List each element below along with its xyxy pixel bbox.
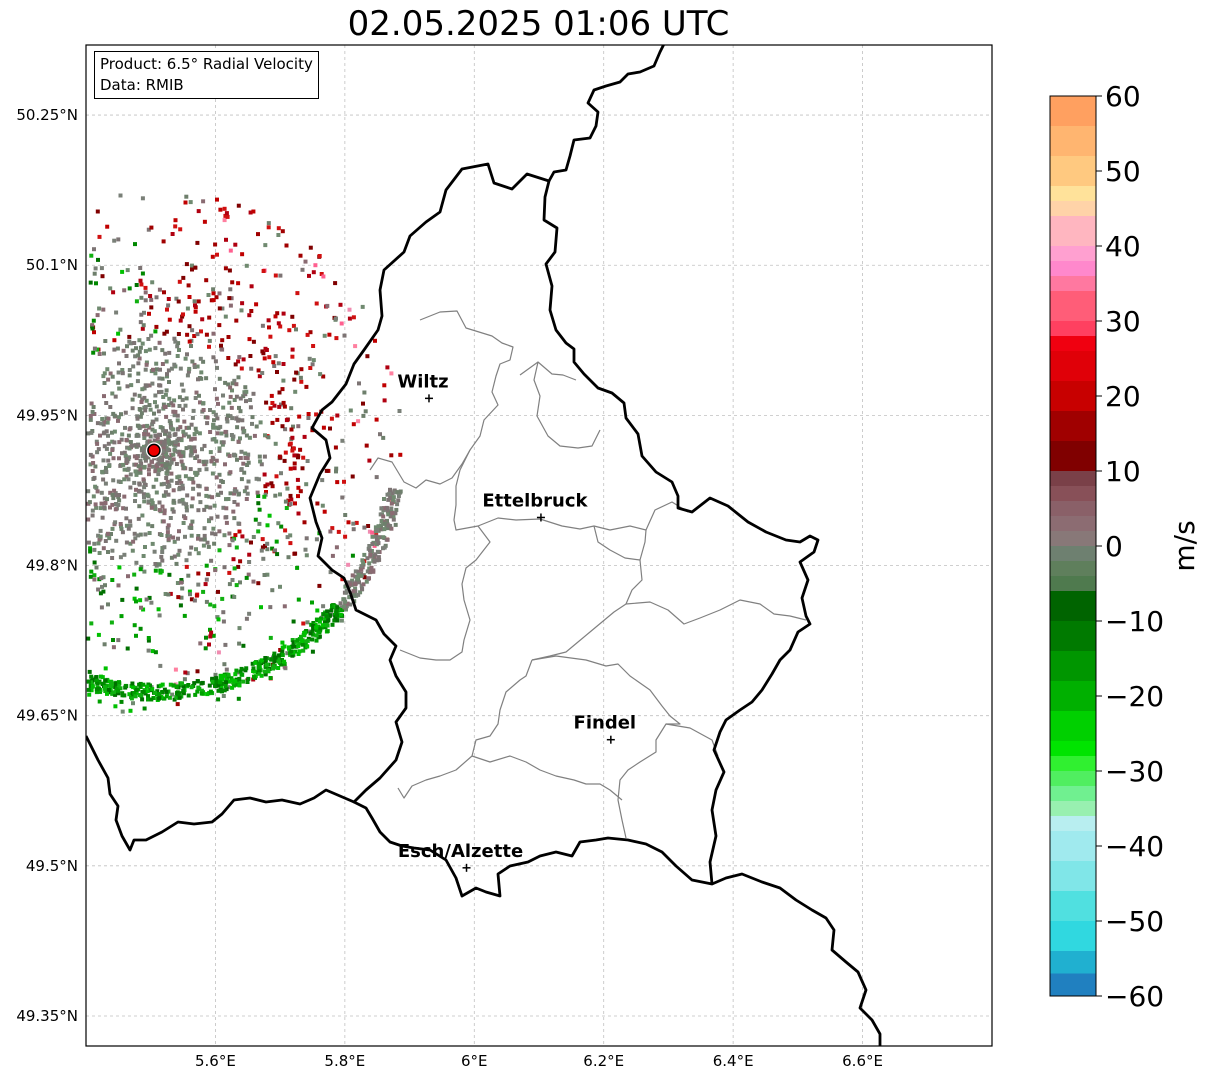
city-marker: Wiltz bbox=[397, 371, 449, 403]
graticule-grid bbox=[86, 45, 992, 1046]
map-frame bbox=[85, 44, 993, 1047]
city-marker: Findel bbox=[574, 713, 637, 744]
radar-site-marker[interactable] bbox=[147, 443, 161, 458]
city-label: Esch/Alzette bbox=[398, 841, 523, 862]
radar-velocity-echoes bbox=[86, 193, 403, 714]
y-tick-label: 50.1°N bbox=[26, 256, 78, 274]
x-tick-label: 6.2°E bbox=[583, 1052, 624, 1070]
product-label: Product: 6.5° Radial Velocity bbox=[100, 55, 313, 73]
city-label: Wiltz bbox=[397, 371, 448, 392]
germany-france-border bbox=[711, 872, 882, 1046]
x-tick-label: 6.6°E bbox=[842, 1052, 883, 1070]
product-info-box: Product: 6.5° Radial Velocity Data: RMIB bbox=[94, 51, 319, 99]
y-tick-label: 49.95°N bbox=[16, 406, 78, 424]
x-tick-label: 5.8°E bbox=[324, 1052, 365, 1070]
map-title: 02.05.2025 01:06 UTC bbox=[347, 4, 730, 44]
x-tick-label: 6.4°E bbox=[713, 1052, 754, 1070]
city-marker: Esch/Alzette bbox=[398, 841, 523, 872]
x-tick-label: 5.6°E bbox=[195, 1052, 236, 1070]
luxembourg-border bbox=[308, 162, 820, 898]
city-label: Findel bbox=[574, 713, 637, 734]
belgium-germany-border bbox=[547, 45, 666, 182]
national-borders bbox=[86, 45, 882, 1046]
city-label: Ettelbruck bbox=[482, 490, 588, 511]
x-tick-label: 6°E bbox=[461, 1052, 488, 1070]
y-tick-label: 49.8°N bbox=[26, 557, 78, 575]
city-marker: Ettelbruck bbox=[482, 490, 589, 522]
y-tick-label: 49.5°N bbox=[26, 857, 78, 875]
axis-tick-labels: 5.6°E 5.8°E 6°E 6.2°E 6.4°E 6.6°E 50.25°N 50.1°… bbox=[16, 106, 883, 1070]
canton-boundaries bbox=[369, 310, 807, 839]
y-tick-label: 49.35°N bbox=[16, 1007, 78, 1025]
city-markers: Wiltz Ettelbruck Findel Esch/Alzette bbox=[397, 371, 637, 872]
belgium-france-border bbox=[86, 735, 355, 852]
y-tick-label: 50.25°N bbox=[16, 106, 78, 124]
data-source-label: Data: RMIB bbox=[100, 76, 184, 94]
y-tick-label: 49.65°N bbox=[16, 707, 78, 725]
